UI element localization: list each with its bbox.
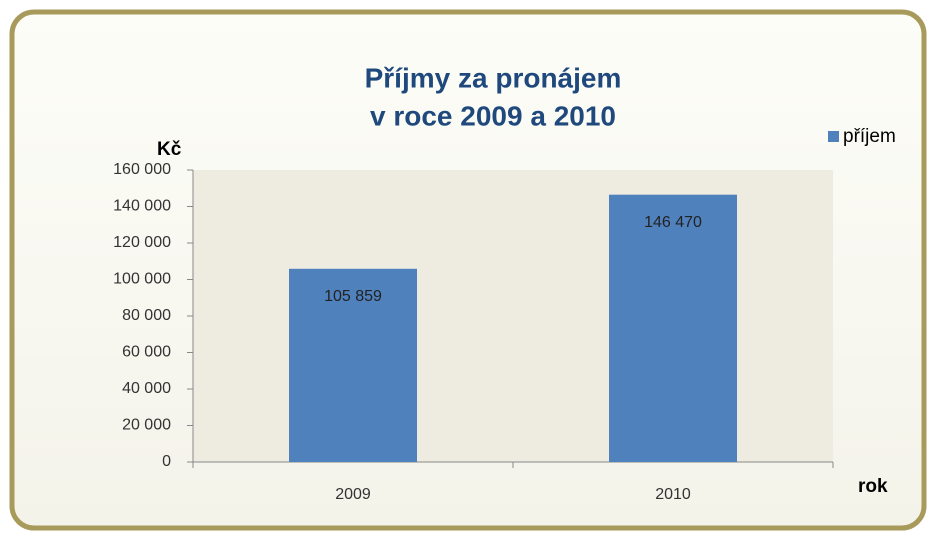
chart-title: v roce 2009 a 2010	[370, 100, 616, 131]
x-tick-label: 2009	[335, 486, 371, 503]
data-label: 105 859	[324, 288, 382, 305]
data-label: 146 470	[644, 214, 702, 231]
y-tick-label: 120 000	[113, 234, 171, 251]
y-tick-label: 0	[162, 453, 171, 470]
bar	[609, 194, 737, 462]
y-tick-label: 60 000	[122, 344, 171, 361]
x-axis-label: rok	[858, 476, 888, 497]
y-tick-label: 100 000	[113, 271, 171, 288]
y-tick-label: 160 000	[113, 161, 171, 178]
x-tick-label: 2010	[655, 486, 691, 503]
y-axis-label: Kč	[157, 139, 182, 160]
bar	[289, 268, 417, 462]
y-tick-label: 80 000	[122, 307, 171, 324]
y-tick-label: 40 000	[122, 380, 171, 397]
chart-title: Příjmy za pronájem	[365, 62, 622, 93]
y-tick-label: 140 000	[113, 198, 171, 215]
legend-label: příjem	[843, 126, 896, 147]
y-tick-label: 20 000	[122, 417, 171, 434]
legend-swatch	[828, 131, 839, 142]
